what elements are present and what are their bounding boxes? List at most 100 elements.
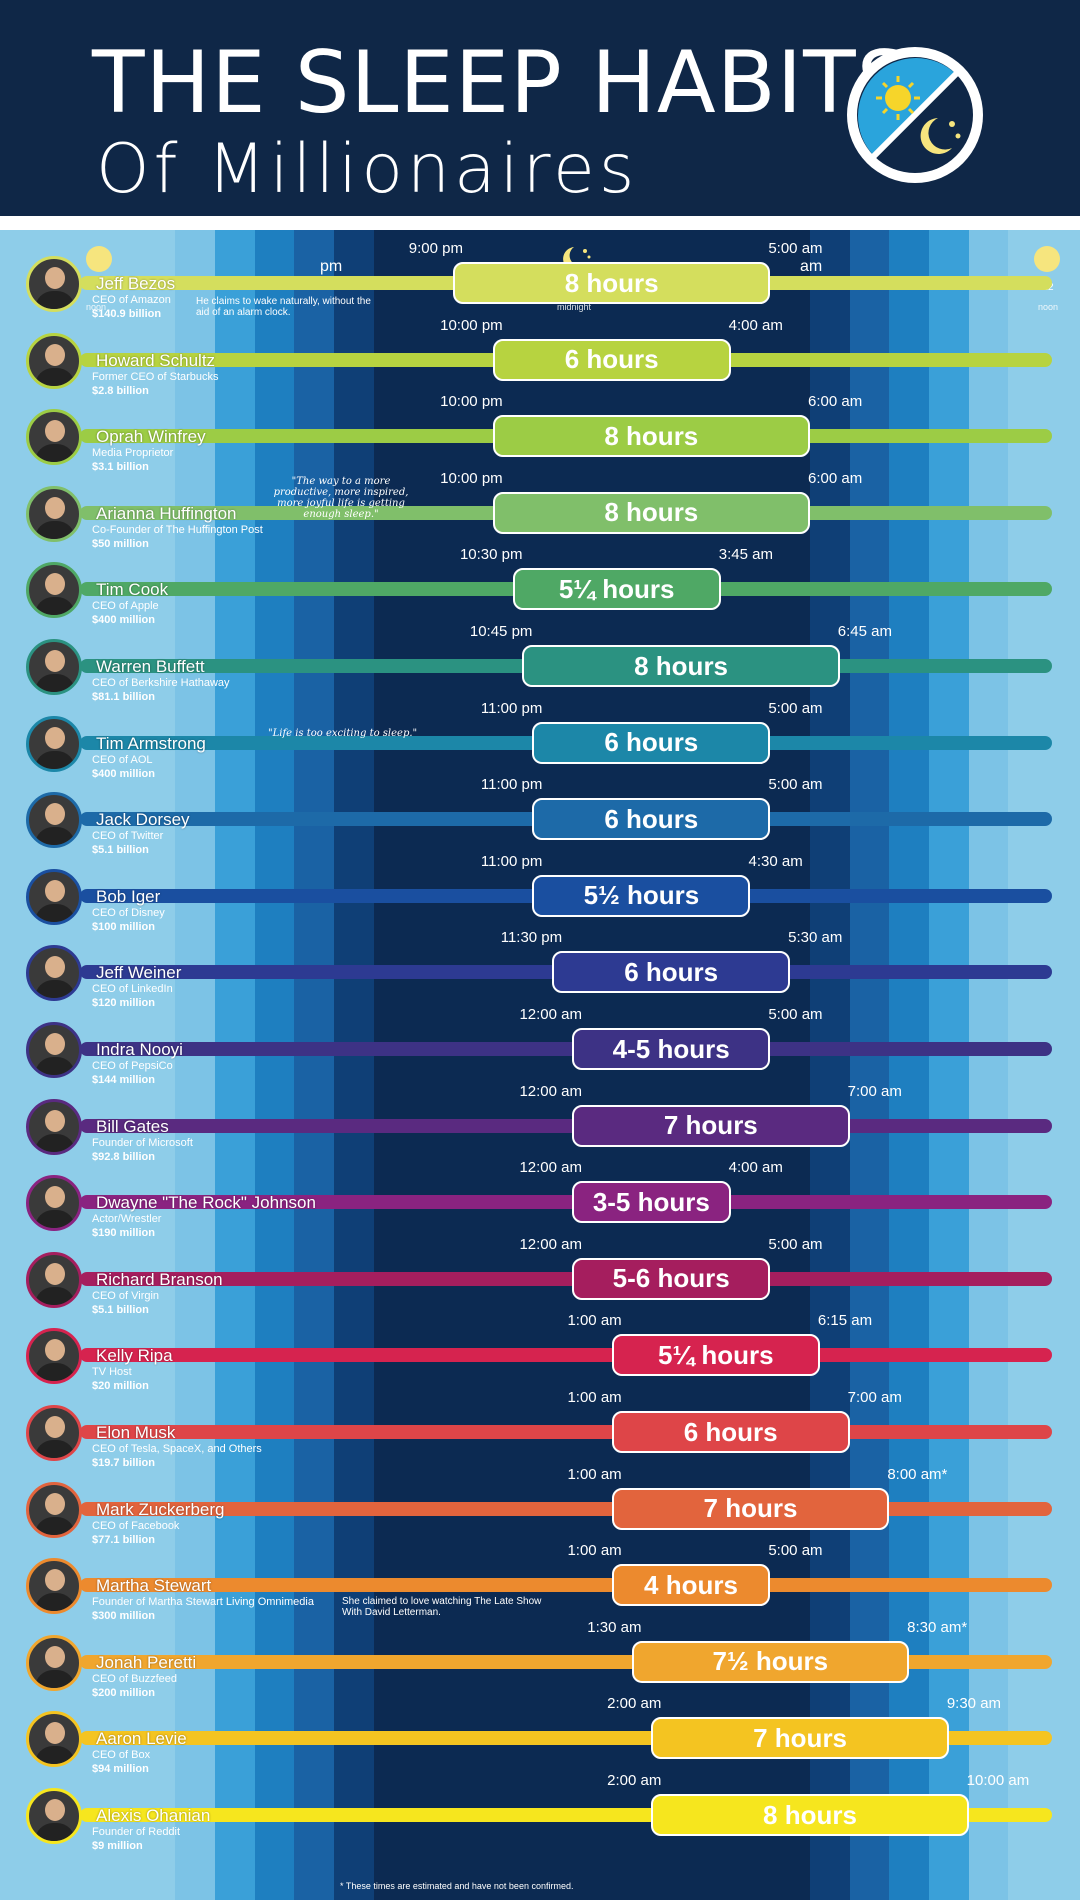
person-role: Media Proprietor <box>92 447 174 460</box>
wake-time-label: 5:00 am <box>768 699 823 717</box>
person-role: CEO of AOL <box>92 753 153 766</box>
am-label: am <box>800 258 823 275</box>
sleep-row: Alexis Ohanian Founder of Reddit $9 millio… <box>0 1772 1080 1862</box>
bedtime-label: 11:30 pm <box>500 929 563 947</box>
sleep-row: Oprah Winfrey Media Proprietor $3.1 billio… <box>0 393 1080 483</box>
bedtime-label: 12:00 am <box>519 1235 582 1253</box>
sleep-duration-bar: 8 hours <box>453 262 771 304</box>
sun-moon-badge-icon <box>847 47 983 183</box>
annotation-note: She claimed to love watching The Late Sh… <box>342 1596 542 1619</box>
net-worth: $20 million <box>92 1380 149 1393</box>
person-role: CEO of Apple <box>92 600 159 613</box>
avatar <box>26 1481 82 1538</box>
person-role: Founder of Microsoft <box>92 1136 193 1149</box>
sleep-row: Jeff Weiner CEO of LinkedIn $120 million 6 … <box>0 929 1080 1019</box>
quote-text: "The way to a more productive, more insp… <box>273 475 409 520</box>
sleep-duration-bar: 5¼ hours <box>611 1334 820 1377</box>
sleep-duration-bar: 8 hours <box>492 491 810 534</box>
person-name: Kelly Ripa <box>96 1346 173 1366</box>
avatar <box>26 1788 82 1844</box>
avatar <box>26 945 82 1002</box>
net-worth: $300 million <box>92 1610 155 1623</box>
wake-time-label: 5:00 am <box>768 240 823 257</box>
person-name: Indra Nooyi <box>96 1040 183 1059</box>
sleep-duration-bar: 3-5 hours <box>572 1181 731 1224</box>
person-role: CEO of Disney <box>92 906 165 919</box>
person-role: TV Host <box>92 1366 132 1379</box>
person-role: Founder of Reddit <box>92 1826 181 1838</box>
person-name: Elon Musk <box>96 1423 176 1442</box>
sleep-duration-bar: 6 hours <box>492 338 731 381</box>
person-name: Richard Branson <box>96 1269 223 1289</box>
person-name: Howard Schultz <box>96 350 216 370</box>
sun-icon <box>1034 246 1060 272</box>
person-name: Oprah Winfrey <box>96 427 206 447</box>
sleep-track-line <box>80 1578 1052 1593</box>
net-worth: $144 million <box>92 1074 155 1086</box>
person-name: Aaron Levie <box>96 1729 187 1749</box>
person-role: CEO of Virgin <box>92 1289 160 1302</box>
header-divider <box>0 216 1080 230</box>
person-name: Dwayne "The Rock" Johnson <box>96 1193 316 1213</box>
title-line2: Of Millionaires <box>96 130 639 209</box>
wake-time-label: 9:30 am <box>946 1695 1002 1713</box>
quote-text: "Life is too exciting to sleep." <box>268 727 418 739</box>
wake-time-label: 4:30 am <box>748 852 803 870</box>
net-worth: $19.7 billion <box>92 1457 155 1469</box>
sleep-track-line <box>80 1118 1052 1133</box>
person-role: CEO of Buzzfeed <box>92 1672 177 1685</box>
avatar <box>26 1405 82 1461</box>
bedtime-label: 2:00 am <box>607 1772 662 1789</box>
sleep-duration-bar: 7 hours <box>572 1104 850 1147</box>
person-role: CEO of Tesla, SpaceX, and Others <box>92 1443 262 1455</box>
avatar <box>26 1251 82 1308</box>
net-worth: $200 million <box>92 1686 155 1699</box>
net-worth: $400 million <box>92 767 155 780</box>
bedtime-label: 11:00 pm <box>480 852 543 870</box>
person-name: Tim Armstrong <box>96 733 206 753</box>
avatar <box>26 868 82 925</box>
wake-time-label: 5:30 am <box>788 929 843 947</box>
sleep-track-line <box>80 1042 1052 1056</box>
wake-time-label: 5:00 am <box>768 1235 823 1253</box>
person-name: Warren Buffett <box>96 657 205 676</box>
net-worth: $400 million <box>92 614 155 627</box>
sleep-duration-bar: 6 hours <box>611 1411 850 1453</box>
chart-area: pm am 12123456789101112123456789101112 n… <box>0 230 1080 1900</box>
sleep-duration-bar: 5½ hours <box>532 874 751 917</box>
bedtime-label: 1:30 am <box>587 1618 642 1636</box>
sleep-duration-bar: 4-5 hours <box>572 1028 771 1070</box>
person-name: Martha Stewart <box>96 1576 212 1596</box>
bedtime-label: 2:00 am <box>607 1695 662 1713</box>
sleep-track-line <box>80 1348 1052 1363</box>
sleep-duration-bar: 8 hours <box>522 645 840 687</box>
sleep-duration-bar: 7 hours <box>611 1487 890 1530</box>
sleep-row: Warren Buffett CEO of Berkshire Hathaway $… <box>0 623 1080 713</box>
net-worth: $2.8 billion <box>92 384 149 397</box>
avatar <box>26 1022 82 1078</box>
sleep-row: Arianna Huffington Co-Founder of The Huff… <box>0 470 1080 560</box>
person-role: CEO of LinkedIn <box>92 983 173 996</box>
wake-time-label: 4:00 am <box>728 316 783 334</box>
net-worth: $94 million <box>92 1763 149 1776</box>
net-worth: $3.1 billion <box>92 461 149 474</box>
avatar <box>26 562 82 619</box>
title-line1: THE SLEEP HABITS <box>92 33 913 133</box>
sleep-row: Mark Zuckerberg CEO of Facebook $77.1 bill… <box>0 1466 1080 1556</box>
sleep-duration-bar: 5-6 hours <box>572 1257 771 1300</box>
person-role: CEO of Box <box>92 1749 151 1762</box>
wake-time-label: 3:45 am <box>718 546 773 564</box>
person-name: Alexis Ohanian <box>96 1806 211 1825</box>
sleep-row: Kelly Ripa TV Host $20 million 5¼ hours 1:00… <box>0 1312 1080 1402</box>
avatar <box>26 715 82 772</box>
wake-time-label: 5:00 am <box>768 1542 823 1560</box>
sun-icon <box>86 246 112 272</box>
sleep-duration-bar: 8 hours <box>492 415 810 458</box>
sleep-row: Howard Schultz Former CEO of Starbucks $2.… <box>0 317 1080 407</box>
net-worth: $140.9 billion <box>92 308 162 320</box>
bedtime-label: 10:30 pm <box>459 546 523 564</box>
person-role: CEO of Amazon <box>92 294 171 306</box>
bedtime-label: 10:45 pm <box>469 623 533 640</box>
person-name: Jeff Bezos <box>96 274 176 293</box>
bedtime-label: 10:00 pm <box>440 469 503 487</box>
